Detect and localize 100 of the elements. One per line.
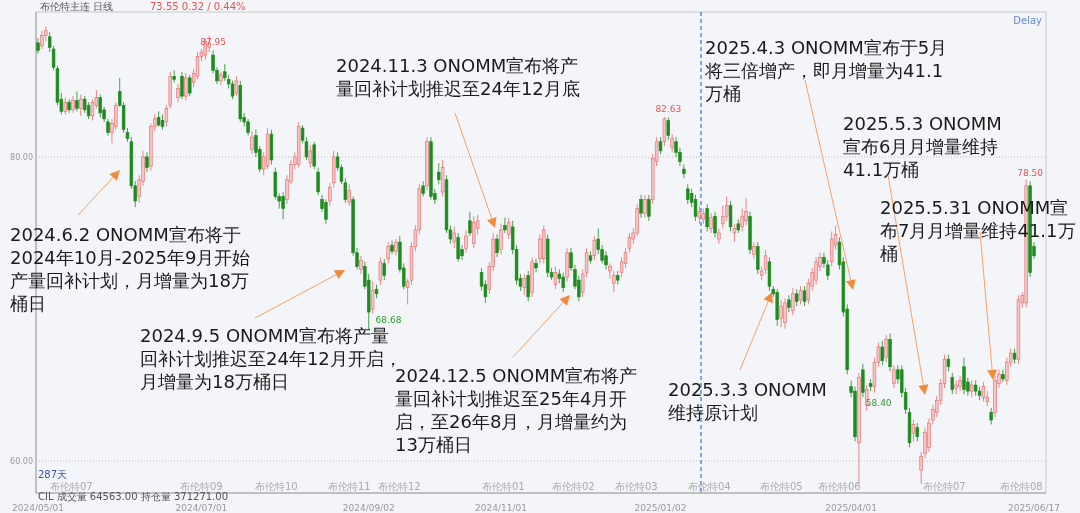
candlestick (783, 297, 787, 330)
annotation: 布伦特07 (50, 481, 93, 492)
annotation: 布伦特11 (328, 481, 371, 492)
candlestick (359, 255, 363, 275)
annotation: 布伦特06 (818, 481, 861, 492)
candlestick (234, 75, 239, 97)
candlestick (456, 232, 460, 263)
annotation: 2025.5.3 ONOMM宣布6月月增量维持41.1万桶 (843, 113, 1002, 180)
annotation: 2024.11.3 ONOMM宣布将产量回补计划推迟至24年12月底 (336, 55, 580, 99)
candlestick (378, 256, 383, 286)
candlestick (752, 241, 756, 260)
text: 68.68 (375, 314, 402, 325)
x-tick-label: 2025/04/01 (825, 503, 878, 513)
annotation: 2024.12.5 ONOMM宣布将产量回补计划推迟至25年4月开启，至26年8月，月增量约为13万桶日 (395, 365, 638, 455)
candlestick (705, 203, 709, 232)
candlestick (468, 211, 472, 237)
chart-subtitle: 73.55 0.32 / 0.44% (150, 1, 246, 12)
candlestick (312, 141, 316, 170)
candlestick (724, 196, 729, 222)
candlestick (732, 223, 737, 243)
annotation: 布伦特04 (688, 481, 731, 492)
candlestick (756, 241, 760, 275)
candlestick (717, 228, 721, 245)
candlestick (526, 270, 530, 302)
x-tick-label: 2024/11/01 (475, 503, 527, 513)
candlestick (67, 98, 71, 114)
candlestick (382, 258, 386, 281)
annotation: CIL 成交量 64563.00 持仓量 371271.00 (38, 491, 229, 502)
candlestick (75, 91, 79, 112)
candlestick (647, 194, 651, 222)
candlestick (592, 235, 597, 261)
candlestick (40, 30, 44, 50)
text: 78.50 (1017, 168, 1043, 179)
candlestick (437, 162, 441, 185)
candlestick (892, 364, 896, 389)
x-tick-label: 2025/01/02 (634, 503, 687, 513)
candlestick (347, 183, 351, 206)
candlestick (1001, 369, 1005, 383)
candlestick (861, 363, 865, 398)
candlestick (884, 334, 888, 363)
candlestick (728, 200, 733, 232)
candlestick (328, 182, 332, 206)
y-tick-label: 60.00 (10, 457, 33, 467)
annotation: Delay (1013, 15, 1043, 26)
candlestick (950, 372, 954, 395)
candlestick (791, 287, 795, 316)
x-tick-label: 2024/05/01 (12, 503, 64, 513)
candlestick (464, 229, 468, 254)
candlestick (184, 72, 188, 102)
chart-title: 布伦特主连 日线 (40, 1, 114, 12)
candlestick (499, 223, 503, 255)
candlestick (472, 215, 476, 249)
annotation: 布伦特02 (552, 481, 595, 492)
candlestick (779, 299, 783, 328)
candlestick (503, 217, 507, 234)
annotation: 布伦特12 (378, 481, 421, 492)
annotation: 2025.3.3 ONOMM维持原计划 (668, 379, 827, 423)
candlestick (666, 117, 670, 141)
annotation: 布伦特03 (615, 481, 658, 492)
annotation: 2024.6.2 ONOMM宣布将于2024年10月-2025年9月开始产量回补计划，月增量为18万桶日 (10, 224, 251, 314)
candlestick (250, 130, 254, 155)
candlestick (281, 191, 285, 220)
annotation: 布伦特09 (180, 481, 223, 492)
text: 87.95 (200, 37, 226, 48)
candlestick (36, 37, 40, 54)
candlestick (188, 74, 192, 97)
candlestick (534, 258, 538, 273)
candlestick (386, 241, 390, 264)
annotation: 布伦特05 (760, 481, 803, 492)
annotation: 布伦特07 (923, 481, 966, 492)
candlestick (180, 71, 184, 100)
text: 58.40 (865, 398, 892, 409)
candlestick (686, 183, 690, 205)
candlestick (98, 94, 102, 118)
candlestick (219, 71, 223, 86)
x-tick-label: 2024/07/01 (175, 503, 228, 513)
annotation: 布伦特10 (255, 481, 298, 492)
candlestick (709, 212, 713, 234)
annotation: 布伦特01 (482, 481, 525, 492)
candlestick (880, 340, 884, 366)
candlestick (643, 194, 647, 219)
candlestick (316, 167, 320, 196)
candlestick (639, 194, 643, 219)
candlestick (962, 357, 966, 395)
candlestick (561, 272, 565, 293)
candlestick (176, 83, 180, 103)
candlestick (394, 238, 398, 257)
candlestick (915, 422, 919, 442)
text: 82.63 (655, 104, 682, 115)
x-tick-label: 2024/09/02 (342, 503, 395, 513)
candlestick (670, 133, 674, 153)
y-tick-label: 80.00 (10, 152, 33, 162)
candlestick (79, 94, 83, 117)
annotation: 287天 (38, 469, 68, 480)
annotation: 布伦特08 (1000, 481, 1043, 492)
candlestick (145, 151, 149, 173)
candlestick (324, 199, 328, 225)
candlestick (958, 375, 962, 392)
candlestick (713, 211, 717, 238)
annotation: 2025.4.3 ONOMM宣布于5月将三倍增产，即月增量为41.1万桶 (704, 37, 948, 104)
